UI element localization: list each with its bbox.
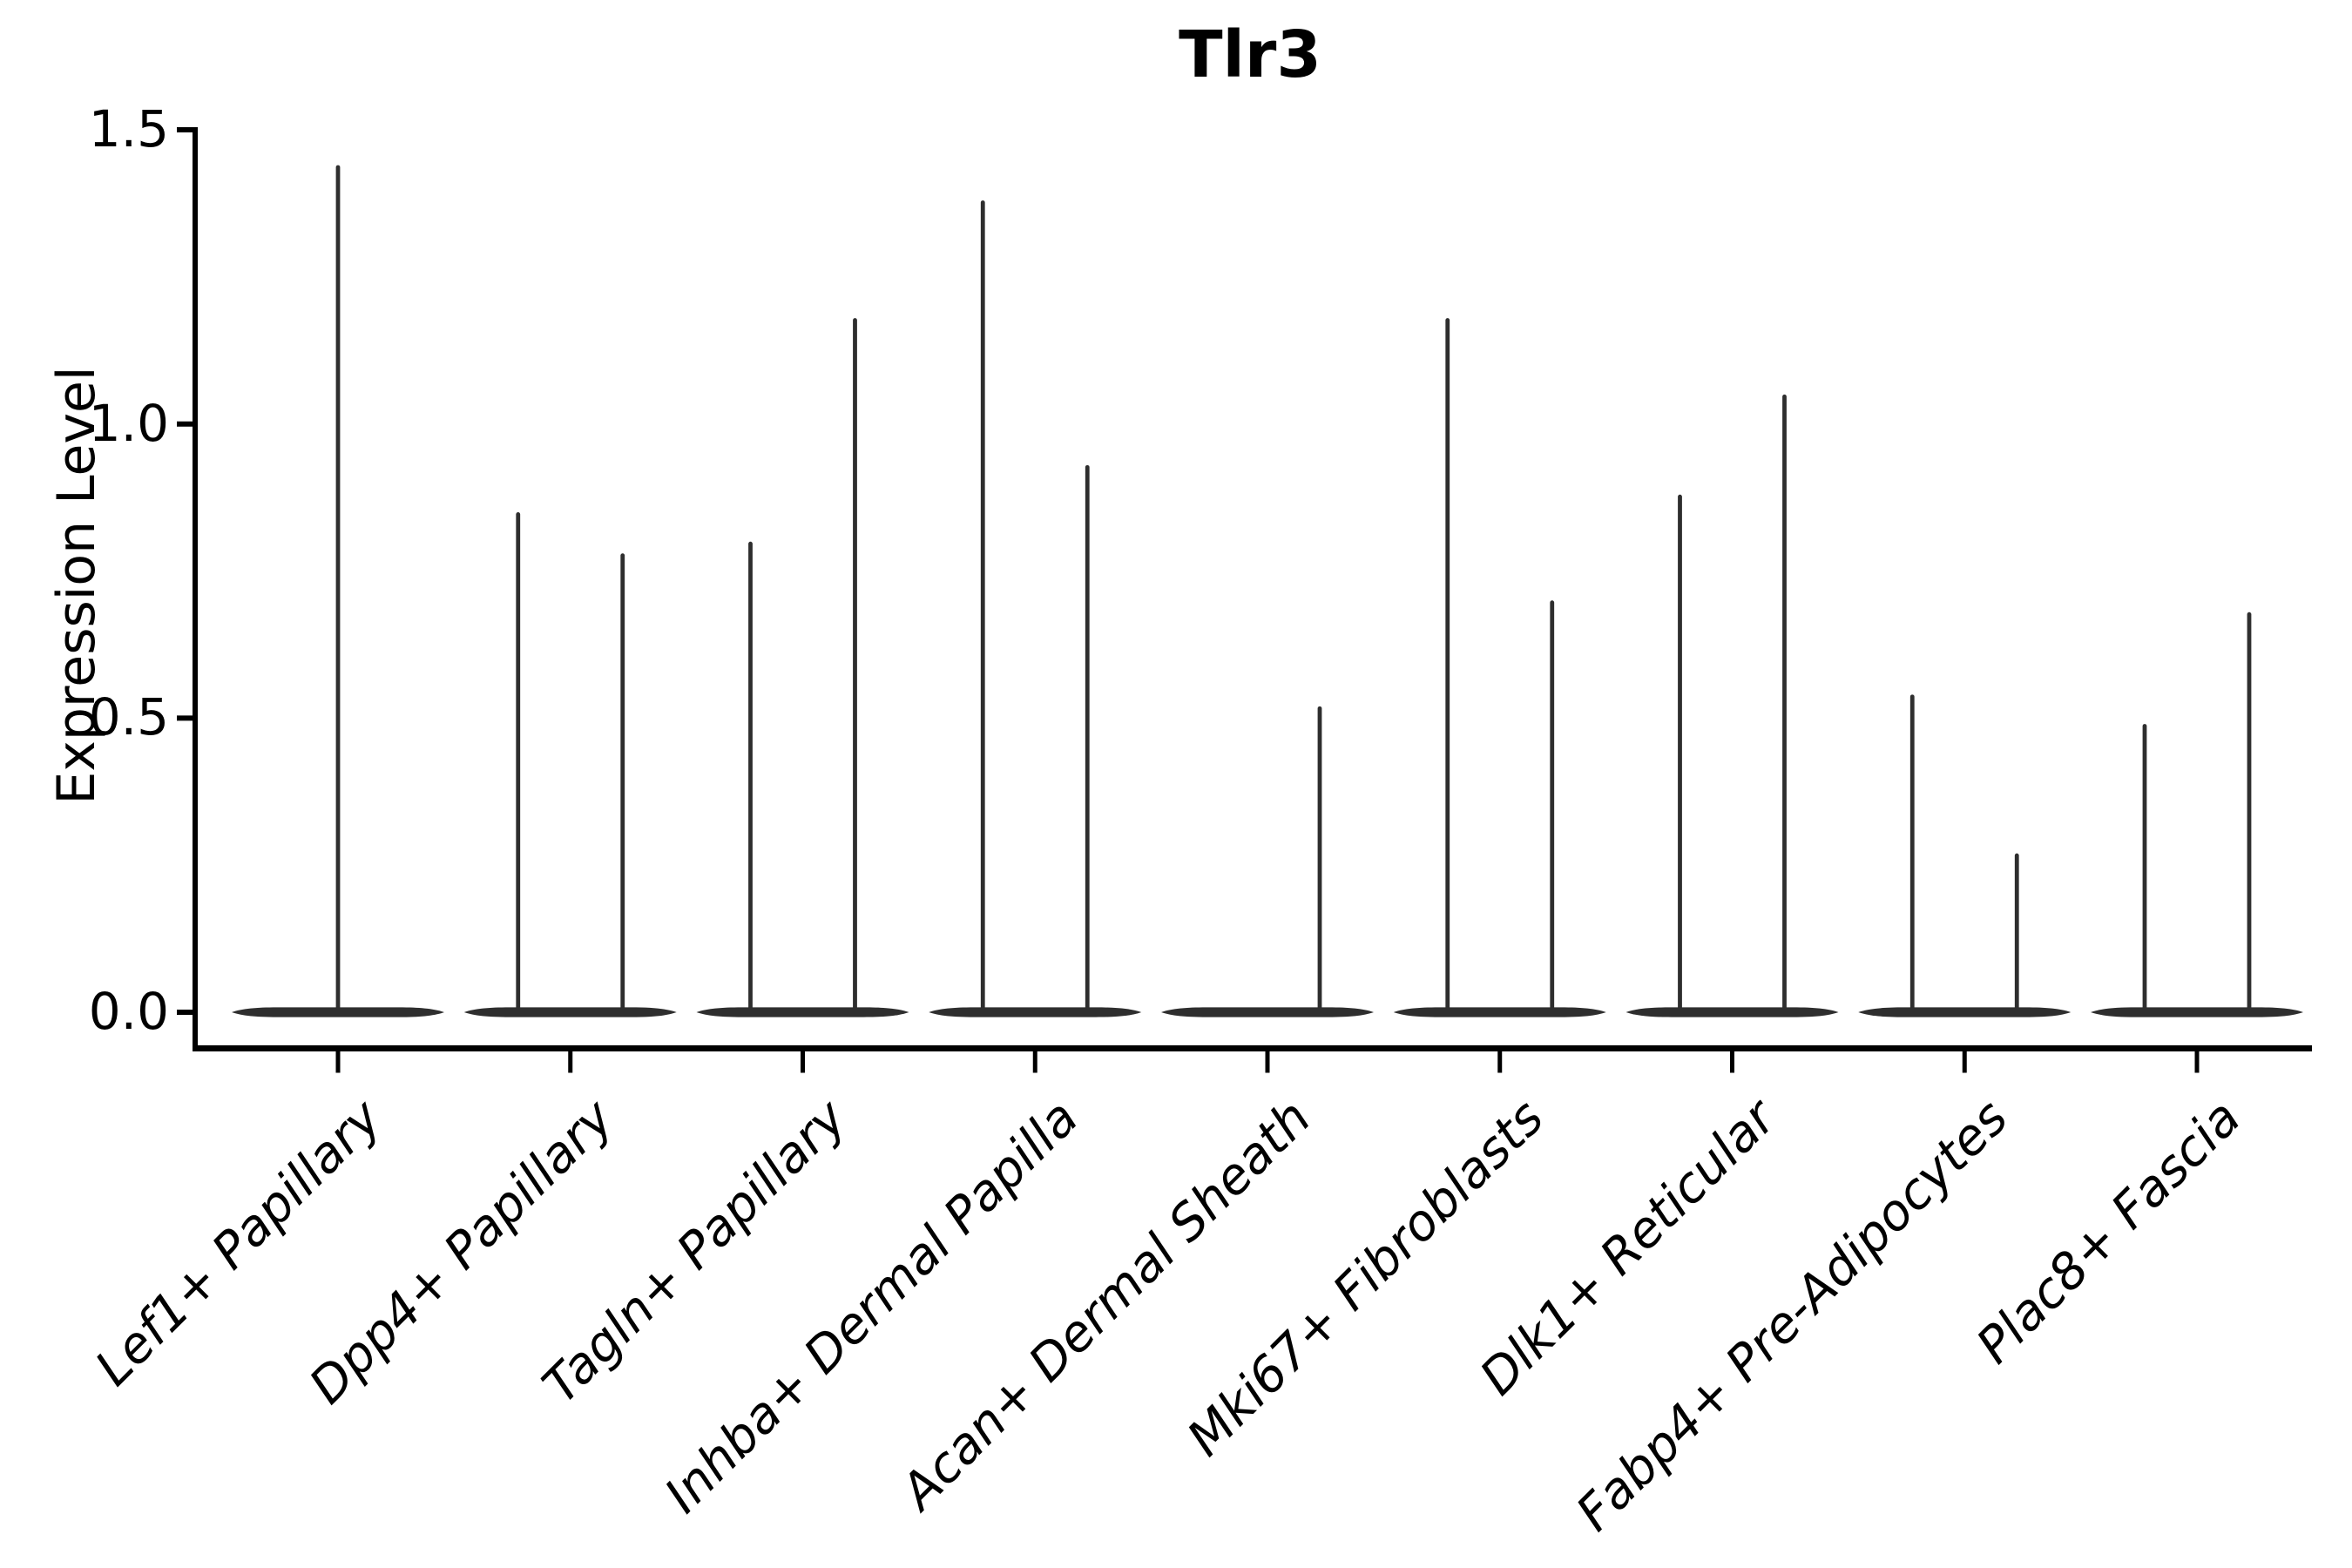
violin-spike-right [1782, 394, 1787, 1014]
violin-spike-left [1445, 318, 1450, 1014]
violin-spike-left [2142, 724, 2147, 1014]
y-tick-label: 0.0 [88, 982, 169, 1041]
violin-base [463, 1007, 677, 1017]
violin-base [929, 1007, 1142, 1017]
violin-base [1161, 1007, 1374, 1017]
violin-spike-left [748, 541, 753, 1014]
chart-title: Tlr3 [1179, 17, 1321, 92]
violin-spike-left [980, 200, 985, 1014]
violin-spike-right [1550, 600, 1555, 1014]
y-tick-label: 0.5 [88, 687, 169, 747]
violin-base [1858, 1007, 2072, 1017]
violin-base [2091, 1007, 2303, 1017]
violin-spike-right [1317, 706, 1322, 1014]
violin-spike-right [620, 553, 625, 1014]
violin-base [232, 1007, 444, 1017]
violin-spike-left [1909, 694, 1915, 1014]
violin-base [1393, 1007, 1606, 1017]
violin-spike-right [853, 318, 857, 1014]
y-tick-label: 1.5 [88, 99, 169, 159]
violin-spike-left [1678, 494, 1682, 1014]
violin-spike-right [2014, 853, 2019, 1014]
violin-base [1625, 1007, 1839, 1017]
violin-spike-right [1085, 464, 1090, 1014]
y-tick-label: 1.0 [88, 393, 169, 453]
violin-base [696, 1007, 909, 1017]
violin-spike-center [335, 165, 341, 1014]
violin-spike-right [2247, 612, 2252, 1014]
violin-spike-left [516, 511, 521, 1014]
